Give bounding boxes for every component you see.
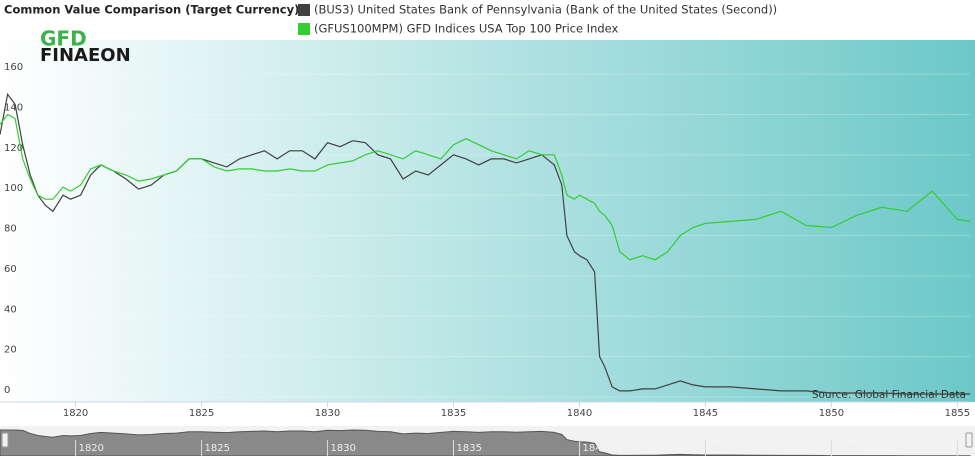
y-tick-label: 20 <box>4 345 17 356</box>
navigator-label: 1845 <box>708 443 733 454</box>
legend-swatch <box>298 23 310 35</box>
y-tick-label: 80 <box>4 224 17 235</box>
y-tick-label: 160 <box>4 62 23 73</box>
x-tick-label: 1845 <box>693 408 718 419</box>
x-tick-label: 1850 <box>819 408 844 419</box>
navigator-label: 1825 <box>205 443 230 454</box>
navigator-label: 1855 <box>960 443 975 454</box>
x-tick-label: 1825 <box>189 408 214 419</box>
logo-bottom: FINAEON <box>40 45 131 66</box>
y-tick-label: 60 <box>4 264 17 275</box>
x-tick-label: 1855 <box>945 408 970 419</box>
navigator-area <box>0 429 971 456</box>
y-tick-label: 40 <box>4 304 17 315</box>
legend-label: (GFUS100MPM) GFD Indices USA Top 100 Pri… <box>314 22 619 36</box>
y-tick-label: 100 <box>4 183 23 194</box>
line <box>0 113 971 261</box>
source: Source: Global Financial Data <box>812 389 966 401</box>
x-tick-label: 1820 <box>63 408 88 419</box>
plot-background <box>0 40 975 402</box>
logo-top: GFD <box>40 27 87 51</box>
x-tick-label: 1835 <box>441 408 466 419</box>
x-tick-label: 1840 <box>567 408 592 419</box>
navigator-label: 1820 <box>79 443 104 454</box>
x-tick-label: 1830 <box>315 408 340 419</box>
navigator-handle-right <box>965 432 973 448</box>
legend-swatch <box>298 4 310 16</box>
navigator-label: 1830 <box>331 443 356 454</box>
navigator-handle-left <box>1 432 9 448</box>
legend-label: (BUS3) United States Bank of Pennsylvani… <box>314 3 777 17</box>
navigator-label: 1840 <box>582 443 607 454</box>
navigator-label: 1835 <box>457 443 482 454</box>
chart-title: Common Value Comparison (Target Currency… <box>4 3 299 17</box>
y-tick-label: 140 <box>4 102 23 113</box>
y-tick-label: 120 <box>4 143 23 154</box>
navigator-label: 1850 <box>834 443 859 454</box>
y-tick-label: 0 <box>4 385 10 396</box>
